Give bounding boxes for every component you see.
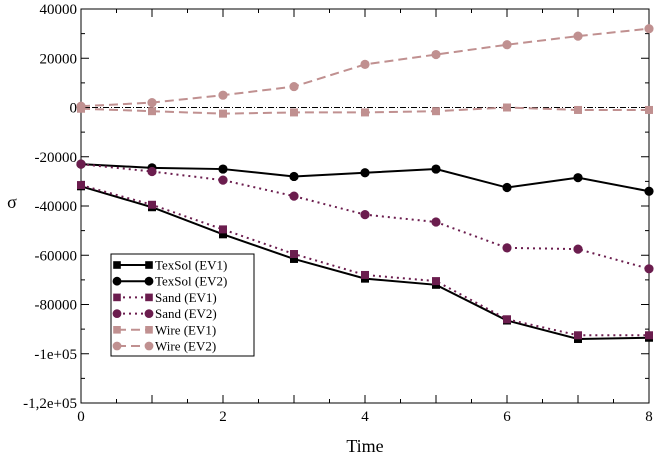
y-tick-label: -1,2e+05 bbox=[23, 396, 77, 412]
x-tick-label: 0 bbox=[77, 409, 85, 425]
x-tick-label: 8 bbox=[645, 409, 653, 425]
data-point bbox=[361, 108, 369, 117]
y-tick-label: 0 bbox=[70, 101, 78, 117]
legend-entry-label: Sand (EV2) bbox=[155, 306, 217, 321]
series-wire-ev2 bbox=[76, 24, 654, 111]
data-point bbox=[289, 171, 299, 182]
x-tick-label: 6 bbox=[503, 409, 511, 425]
data-point bbox=[574, 105, 582, 114]
data-point bbox=[432, 277, 440, 286]
data-point bbox=[219, 225, 227, 234]
x-tick-label: 4 bbox=[361, 409, 369, 425]
data-point bbox=[76, 101, 86, 111]
y-tick-label: 40000 bbox=[40, 2, 78, 18]
data-point bbox=[644, 264, 654, 274]
legend-swatch-marker bbox=[145, 326, 153, 334]
data-point bbox=[147, 97, 157, 108]
legend-swatch-marker bbox=[113, 261, 121, 269]
data-point bbox=[645, 331, 653, 340]
data-point bbox=[502, 243, 512, 253]
legend-swatch-marker bbox=[112, 341, 122, 351]
legend-swatch-marker bbox=[144, 309, 154, 318]
legend-entry-label: Wire (EV1) bbox=[155, 322, 216, 337]
legend-swatch-marker bbox=[144, 341, 154, 351]
legend-entry-label: Wire (EV2) bbox=[155, 339, 216, 354]
y-tick-label: -1e+05 bbox=[34, 347, 77, 363]
data-point bbox=[432, 107, 440, 116]
data-point bbox=[644, 186, 654, 196]
data-point bbox=[573, 244, 583, 254]
legend-swatch-marker bbox=[145, 293, 153, 302]
legend-swatch-marker bbox=[113, 326, 121, 334]
legend: TexSol (EV1)TexSol (EV2)Sand (EV1)Sand (… bbox=[110, 253, 255, 357]
data-point bbox=[77, 181, 85, 190]
y-tick-label: -60000 bbox=[35, 248, 78, 264]
data-point bbox=[360, 210, 370, 220]
data-point bbox=[431, 217, 441, 227]
data-point bbox=[502, 182, 512, 193]
x-axis-title: Time bbox=[346, 436, 383, 456]
y-axis-title: σ bbox=[7, 192, 17, 212]
legend-swatch-marker bbox=[112, 276, 122, 286]
x-tick-label: 2 bbox=[219, 409, 227, 425]
data-point bbox=[644, 24, 654, 34]
data-point bbox=[574, 331, 582, 340]
legend-entry-label: TexSol (EV2) bbox=[155, 274, 227, 289]
series-sand-ev1 bbox=[77, 181, 653, 340]
y-tick-label: -40000 bbox=[35, 199, 78, 215]
series-texsol-ev2 bbox=[76, 159, 654, 196]
series-line bbox=[80, 184, 649, 337]
data-point bbox=[218, 164, 228, 174]
series-layer bbox=[76, 24, 654, 343]
data-point bbox=[503, 315, 511, 324]
legend-swatch-marker bbox=[112, 309, 122, 318]
y-tick-label: -80000 bbox=[35, 298, 78, 314]
y-tick-label: -20000 bbox=[35, 150, 78, 166]
data-point bbox=[360, 168, 370, 178]
legend-entry-label: Sand (EV1) bbox=[155, 290, 217, 305]
data-point bbox=[573, 31, 583, 41]
data-point bbox=[289, 81, 299, 92]
data-point bbox=[148, 107, 156, 116]
plot-area: 0 2 4 6 8 -1,2e+05 -1e+05 -80000 -60000 -40000 -20… bbox=[23, 2, 653, 425]
data-point bbox=[290, 250, 298, 259]
series-wire-ev1 bbox=[77, 103, 653, 118]
legend-swatch-marker bbox=[144, 276, 154, 286]
data-point bbox=[502, 40, 512, 50]
legend-swatch-marker bbox=[113, 293, 121, 302]
data-point bbox=[645, 105, 653, 114]
data-point bbox=[289, 191, 299, 201]
legend-swatch-marker bbox=[145, 261, 153, 269]
data-point bbox=[290, 108, 298, 117]
data-point bbox=[219, 109, 227, 118]
legend-box bbox=[110, 253, 255, 357]
data-point bbox=[218, 175, 228, 185]
data-point bbox=[361, 270, 369, 279]
y-tick-label: 20000 bbox=[40, 51, 78, 67]
data-point bbox=[148, 200, 156, 209]
series-sand-ev2 bbox=[76, 159, 654, 274]
data-point bbox=[360, 59, 370, 70]
data-point bbox=[503, 103, 511, 112]
data-point bbox=[219, 230, 227, 239]
data-point bbox=[290, 254, 298, 263]
data-point bbox=[431, 164, 441, 174]
data-point bbox=[431, 49, 441, 60]
data-point bbox=[147, 166, 157, 177]
data-point bbox=[76, 159, 86, 169]
legend-entry-label: TexSol (EV1) bbox=[155, 258, 227, 273]
data-point bbox=[218, 90, 228, 100]
data-point bbox=[573, 173, 583, 183]
